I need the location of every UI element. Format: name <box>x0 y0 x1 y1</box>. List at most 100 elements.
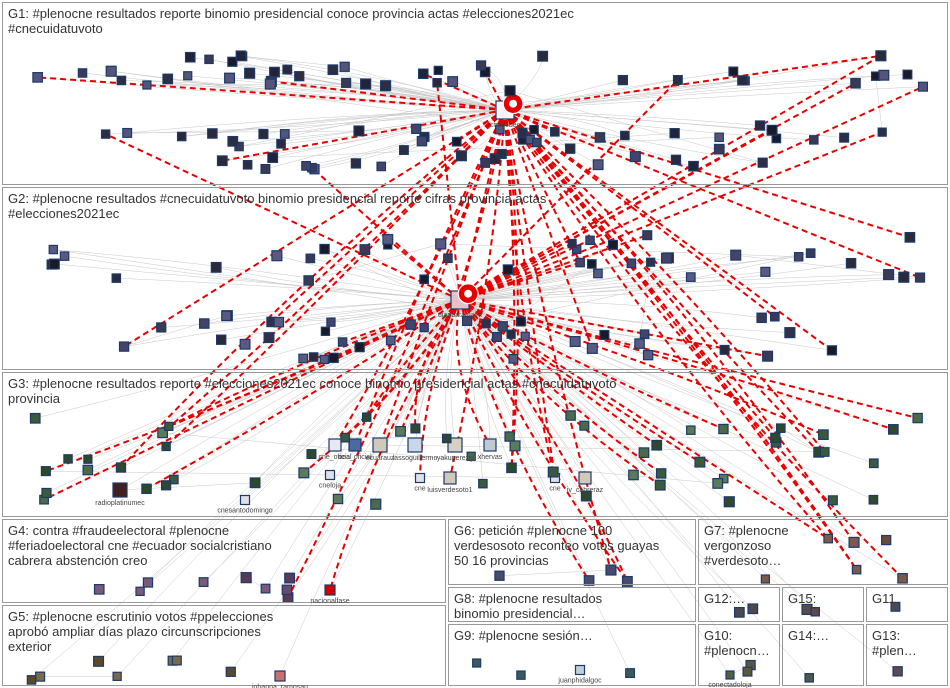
node[interactable] <box>41 467 50 476</box>
node[interactable] <box>123 129 132 138</box>
node[interactable] <box>629 470 638 479</box>
node[interactable] <box>377 162 385 170</box>
node[interactable] <box>618 76 627 85</box>
node[interactable] <box>495 571 504 580</box>
node[interactable] <box>671 155 680 164</box>
node[interactable] <box>869 495 878 504</box>
node[interactable] <box>507 330 515 338</box>
node[interactable] <box>580 421 589 430</box>
node[interactable] <box>420 324 428 332</box>
node[interactable] <box>735 608 745 618</box>
node[interactable] <box>302 162 311 171</box>
node[interactable] <box>117 76 125 84</box>
node[interactable] <box>363 413 371 421</box>
node[interactable] <box>400 146 409 155</box>
node[interactable] <box>898 574 907 583</box>
node[interactable] <box>593 160 603 170</box>
node[interactable] <box>162 442 170 450</box>
node[interactable] <box>282 585 291 594</box>
node[interactable] <box>172 656 181 665</box>
node[interactable] <box>714 144 724 154</box>
node[interactable] <box>333 494 342 503</box>
node[interactable] <box>548 467 558 477</box>
node[interactable] <box>205 55 213 63</box>
node[interactable] <box>120 342 129 351</box>
node[interactable] <box>49 245 57 253</box>
node[interactable] <box>241 573 251 583</box>
node[interactable] <box>819 430 828 439</box>
node[interactable] <box>222 311 231 320</box>
node[interactable] <box>640 330 648 338</box>
labeled-node[interactable] <box>325 585 335 595</box>
node[interactable] <box>371 499 381 509</box>
node[interactable] <box>217 335 226 344</box>
node[interactable] <box>851 79 860 88</box>
node[interactable] <box>720 345 729 354</box>
node[interactable] <box>771 433 780 442</box>
node[interactable] <box>217 156 227 166</box>
node[interactable] <box>719 424 728 433</box>
node[interactable] <box>457 151 467 161</box>
node[interactable] <box>307 450 316 459</box>
node[interactable] <box>657 469 666 478</box>
node[interactable] <box>83 465 92 474</box>
node[interactable] <box>687 426 695 434</box>
node[interactable] <box>570 337 580 347</box>
node[interactable] <box>517 671 525 679</box>
node[interactable] <box>261 165 270 174</box>
node[interactable] <box>351 159 360 168</box>
node[interactable] <box>277 140 285 148</box>
node[interactable] <box>827 346 836 355</box>
node[interactable] <box>199 578 208 587</box>
node[interactable] <box>497 150 506 159</box>
node[interactable] <box>143 81 151 89</box>
node[interactable] <box>509 355 518 364</box>
labeled-node[interactable] <box>416 474 425 483</box>
node[interactable] <box>507 463 516 472</box>
node[interactable] <box>142 484 151 493</box>
node[interactable] <box>272 251 282 261</box>
node[interactable] <box>761 267 770 276</box>
node[interactable] <box>360 245 370 255</box>
node[interactable] <box>60 252 68 260</box>
node[interactable] <box>568 239 576 247</box>
node[interactable] <box>621 131 629 139</box>
node[interactable] <box>533 138 541 146</box>
node[interactable] <box>320 244 329 253</box>
node[interactable] <box>295 72 304 81</box>
node[interactable] <box>919 82 928 91</box>
node[interactable] <box>505 86 515 96</box>
node[interactable] <box>738 76 747 85</box>
node[interactable] <box>899 272 909 282</box>
node[interactable] <box>361 79 371 89</box>
labeled-node[interactable] <box>241 496 250 505</box>
node[interactable] <box>748 604 758 614</box>
node[interactable] <box>419 69 428 78</box>
node[interactable] <box>342 78 351 87</box>
node[interactable] <box>304 276 313 285</box>
node[interactable] <box>824 534 832 542</box>
node[interactable] <box>689 161 698 170</box>
node[interactable] <box>320 355 328 363</box>
node[interactable] <box>477 61 486 70</box>
node[interactable] <box>715 133 723 141</box>
node[interactable] <box>903 70 912 79</box>
node[interactable] <box>27 676 35 684</box>
node[interactable] <box>828 496 837 505</box>
node[interactable] <box>785 328 795 338</box>
node[interactable] <box>225 73 235 83</box>
node[interactable] <box>226 667 235 676</box>
node[interactable] <box>243 161 251 169</box>
node[interactable] <box>587 343 597 353</box>
node[interactable] <box>178 132 186 140</box>
node[interactable] <box>283 65 292 74</box>
node[interactable] <box>662 253 672 263</box>
node[interactable] <box>444 254 452 262</box>
node[interactable] <box>78 69 86 77</box>
node[interactable] <box>264 333 274 343</box>
node[interactable] <box>448 77 458 87</box>
node[interactable] <box>505 432 514 441</box>
node[interactable] <box>674 76 683 85</box>
node[interactable] <box>878 128 886 136</box>
node[interactable] <box>731 250 741 260</box>
